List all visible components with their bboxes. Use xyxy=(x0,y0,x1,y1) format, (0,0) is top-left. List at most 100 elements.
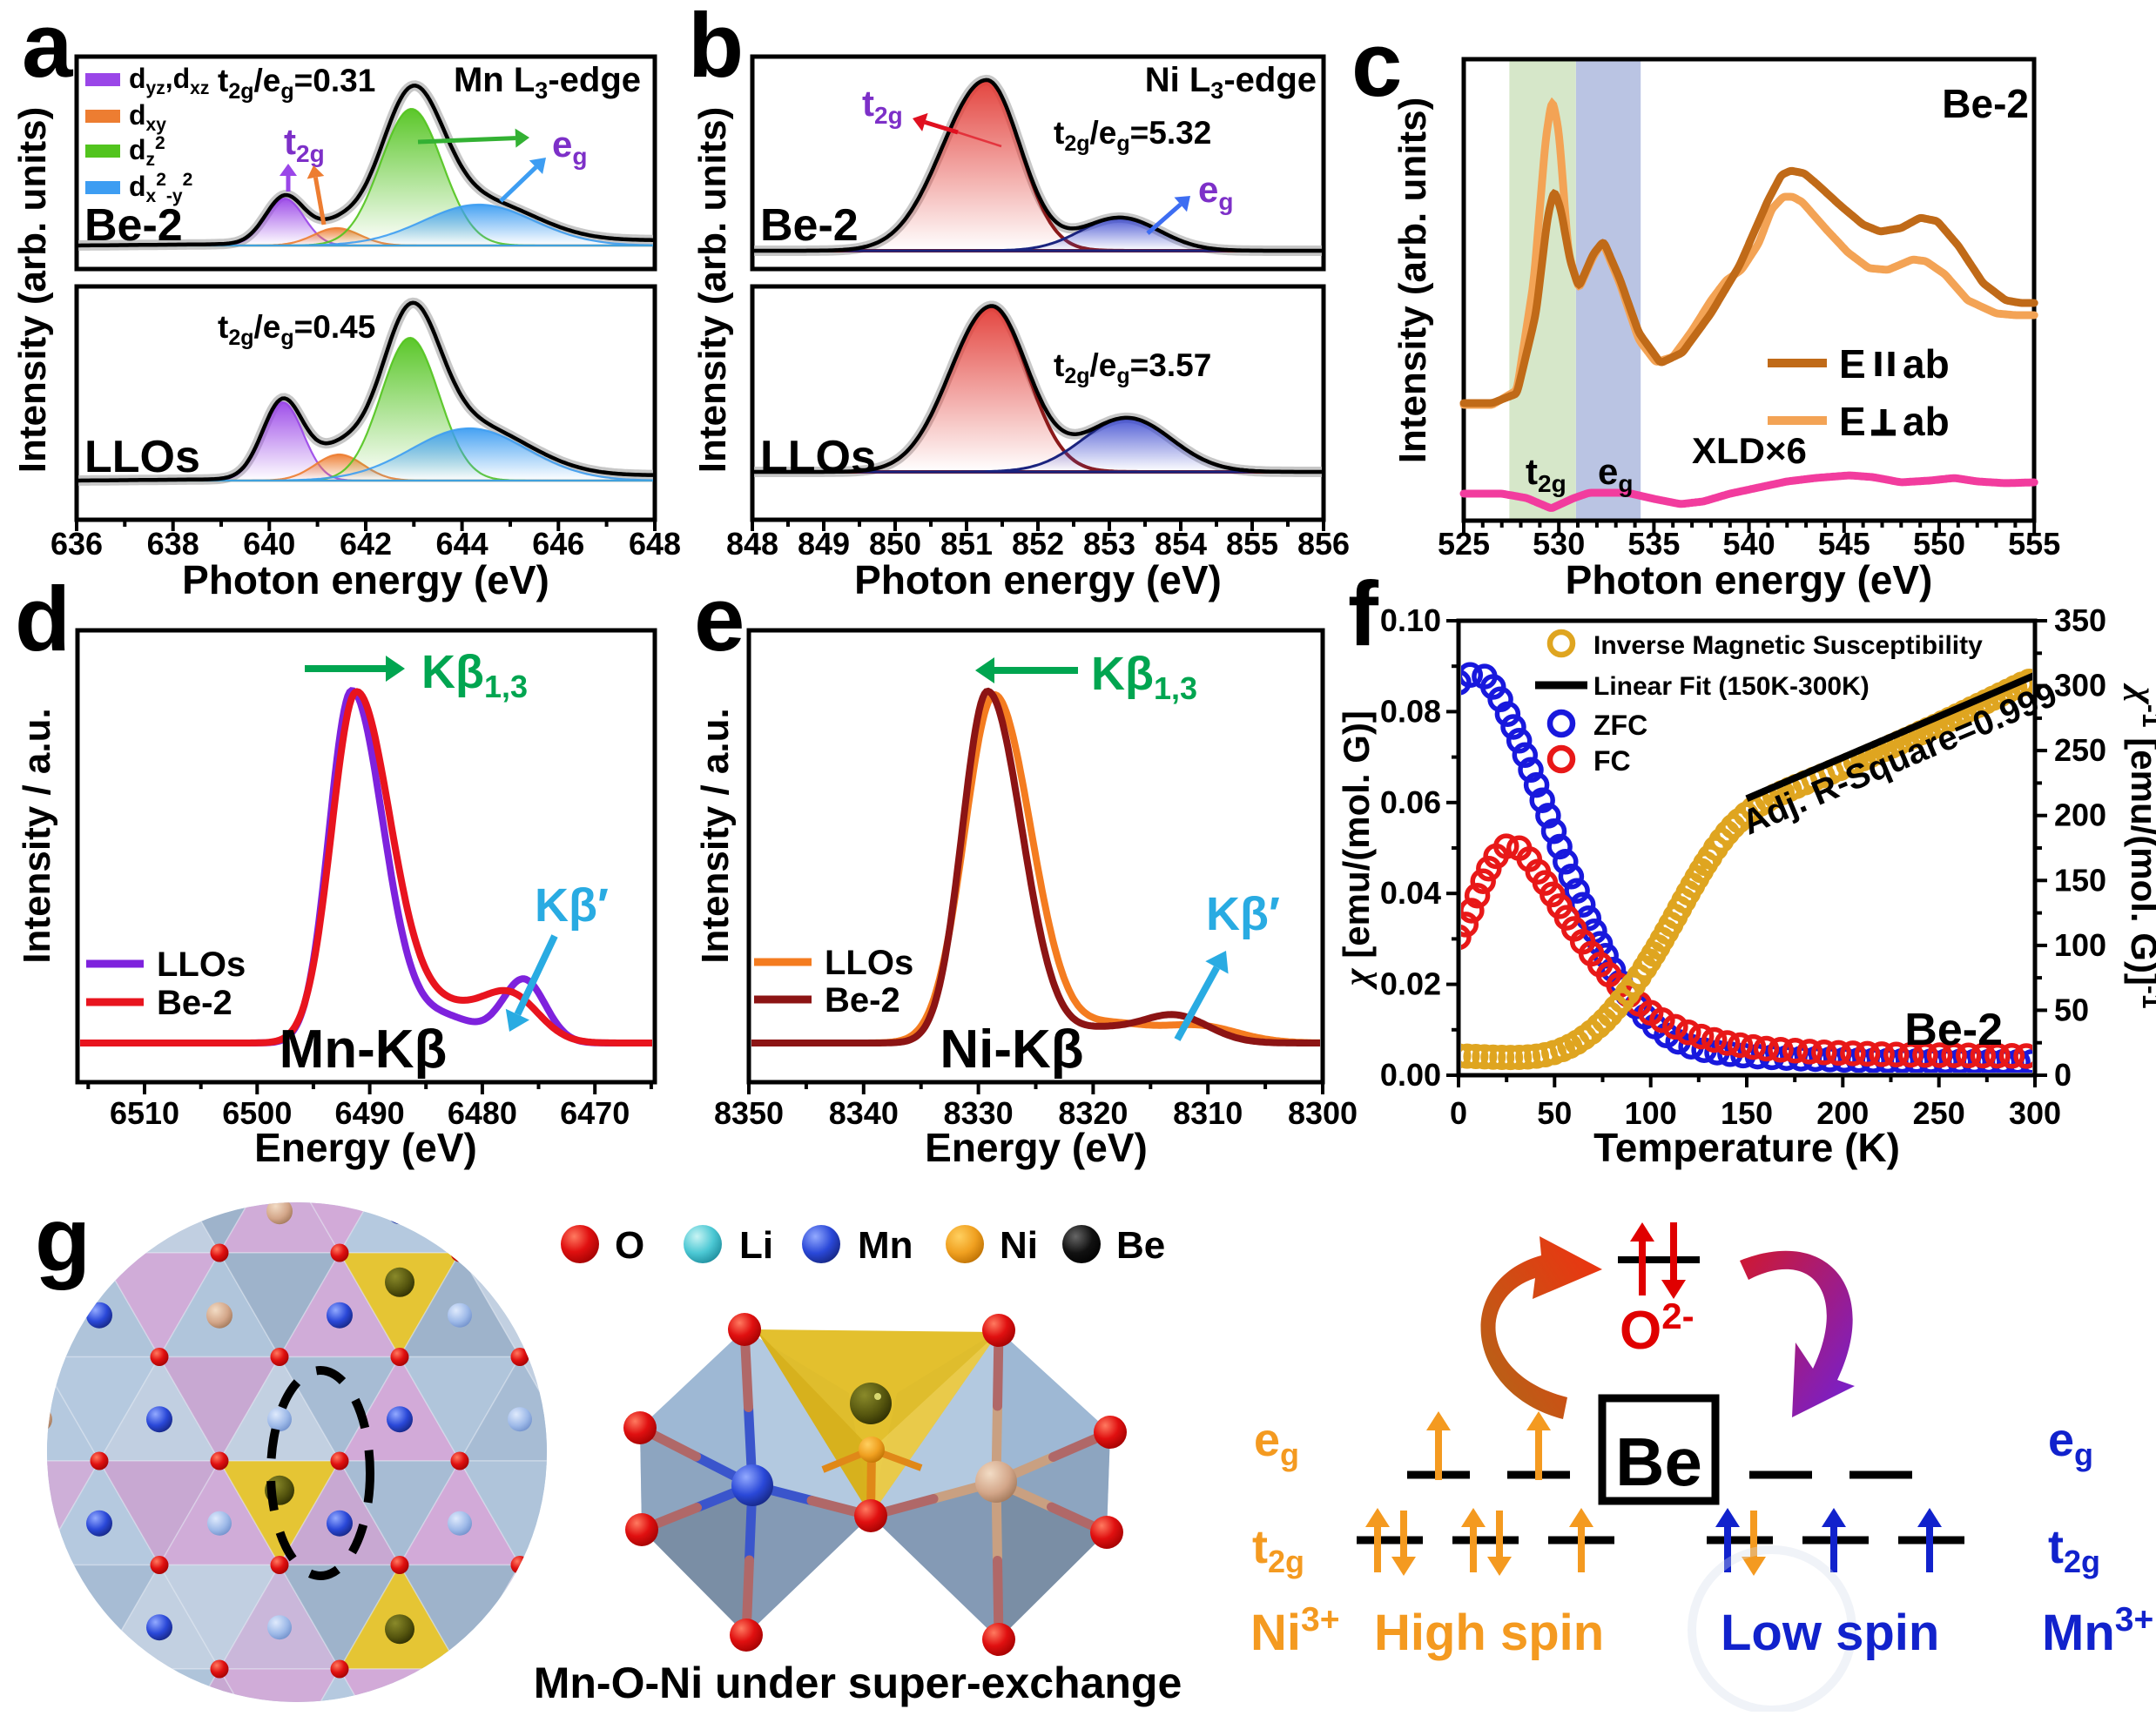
svg-text:t2g/eg=3.57: t2g/eg=3.57 xyxy=(1054,347,1211,388)
svg-text:LLOs: LLOs xyxy=(84,432,200,482)
svg-text:a: a xyxy=(22,0,74,97)
svg-text:E: E xyxy=(1839,341,1866,387)
svg-text:6470: 6470 xyxy=(560,1095,630,1131)
svg-text:644: 644 xyxy=(436,526,488,562)
svg-text:LLOs: LLOs xyxy=(157,945,246,984)
svg-text:Ni L3-edge: Ni L3-edge xyxy=(1145,61,1317,104)
svg-text:150: 150 xyxy=(1721,1095,1773,1131)
svg-text:642: 642 xyxy=(340,526,392,562)
svg-text:ab: ab xyxy=(1903,399,1950,444)
svg-text:8320: 8320 xyxy=(1058,1095,1128,1131)
svg-text:300: 300 xyxy=(2009,1095,2061,1131)
svg-text:Be-2: Be-2 xyxy=(825,981,900,1020)
svg-text:t2g: t2g xyxy=(2048,1521,2100,1579)
svg-text:eg: eg xyxy=(1598,451,1633,497)
svg-text:O: O xyxy=(615,1224,644,1267)
svg-text:853: 853 xyxy=(1083,526,1135,562)
svg-text:Ni3+: Ni3+ xyxy=(1250,1601,1339,1661)
svg-text:Mn-O-Ni under super-exchange: Mn-O-Ni under super-exchange xyxy=(534,1659,1182,1707)
svg-text:50: 50 xyxy=(2054,992,2089,1027)
svg-text:849: 849 xyxy=(798,526,850,562)
svg-text:Temperature (K): Temperature (K) xyxy=(1593,1125,1900,1170)
svg-text:dx2-y2: dx2-y2 xyxy=(129,170,192,206)
svg-text:Energy (eV): Energy (eV) xyxy=(254,1125,477,1170)
svg-text:250: 250 xyxy=(2054,732,2106,768)
svg-text:250: 250 xyxy=(1913,1095,1965,1131)
svg-text:χ [emu/(mol. G)]: χ [emu/(mol. G)] xyxy=(1336,710,1378,990)
svg-text:XLD×6: XLD×6 xyxy=(1692,430,1807,471)
svg-text:dyz,dxz: dyz,dxz xyxy=(129,63,209,98)
svg-text:150: 150 xyxy=(2054,862,2106,898)
svg-text:t2g: t2g xyxy=(1252,1521,1304,1579)
svg-text:eg: eg xyxy=(1254,1414,1299,1472)
svg-text:6510: 6510 xyxy=(110,1095,179,1131)
svg-text:t2g: t2g xyxy=(862,83,903,129)
svg-text:Photon energy (eV): Photon energy (eV) xyxy=(182,557,549,602)
svg-text:851: 851 xyxy=(940,526,993,562)
svg-text:638: 638 xyxy=(147,526,199,562)
svg-text:6490: 6490 xyxy=(335,1095,405,1131)
svg-text:640: 640 xyxy=(243,526,295,562)
svg-text:50: 50 xyxy=(1537,1095,1572,1131)
svg-text:6500: 6500 xyxy=(222,1095,292,1131)
svg-text:Kβ1,3: Kβ1,3 xyxy=(421,646,528,704)
svg-text:Ni-Kβ: Ni-Kβ xyxy=(940,1020,1083,1080)
svg-text:300: 300 xyxy=(2054,668,2106,703)
svg-text:525: 525 xyxy=(1438,526,1490,562)
svg-text:0.06: 0.06 xyxy=(1380,784,1441,820)
svg-text:FC: FC xyxy=(1593,745,1631,777)
svg-text:Be-2: Be-2 xyxy=(760,200,859,251)
svg-text:t2g/eg=5.32: t2g/eg=5.32 xyxy=(1054,115,1211,156)
svg-text:8330: 8330 xyxy=(944,1095,1014,1131)
svg-text:Kβ1,3: Kβ1,3 xyxy=(1091,648,1197,706)
svg-text:Be: Be xyxy=(1116,1224,1165,1267)
svg-text:Li: Li xyxy=(739,1224,773,1267)
svg-text:t2g: t2g xyxy=(1526,451,1566,497)
svg-text:848: 848 xyxy=(726,526,778,562)
svg-text:350: 350 xyxy=(2054,602,2106,638)
svg-text:eg: eg xyxy=(1198,169,1233,215)
svg-text:Intensity (arb. units): Intensity (arb. units) xyxy=(1391,98,1434,463)
svg-text:852: 852 xyxy=(1012,526,1064,562)
svg-text:χ-1 [emu/(mol. G)]-1: χ-1 [emu/(mol. G)]-1 xyxy=(2123,683,2156,1008)
svg-text:0: 0 xyxy=(1450,1095,1467,1131)
svg-text:535: 535 xyxy=(1627,526,1680,562)
svg-text:540: 540 xyxy=(1723,526,1775,562)
svg-text:530: 530 xyxy=(1533,526,1585,562)
svg-text:Be-2: Be-2 xyxy=(1904,1005,2003,1055)
svg-text:850: 850 xyxy=(869,526,921,562)
svg-text:0.10: 0.10 xyxy=(1380,602,1441,638)
svg-text:ZFC: ZFC xyxy=(1593,710,1647,741)
svg-text:648: 648 xyxy=(629,526,681,562)
svg-text:t2g/eg=0.45: t2g/eg=0.45 xyxy=(218,309,375,350)
svg-text:g: g xyxy=(35,1189,91,1291)
svg-text:0.04: 0.04 xyxy=(1380,875,1441,911)
svg-text:LLOs: LLOs xyxy=(760,432,876,482)
svg-text:t2g: t2g xyxy=(284,121,325,167)
svg-text:Mn-Kβ: Mn-Kβ xyxy=(280,1020,448,1080)
svg-text:0.00: 0.00 xyxy=(1380,1057,1441,1093)
svg-text:856: 856 xyxy=(1297,526,1350,562)
svg-text:545: 545 xyxy=(1818,526,1870,562)
svg-text:ab: ab xyxy=(1903,341,1950,387)
svg-text:550: 550 xyxy=(1913,526,1965,562)
svg-text:Mn L3-edge: Mn L3-edge xyxy=(454,61,641,104)
svg-text:8350: 8350 xyxy=(714,1095,784,1131)
svg-text:636: 636 xyxy=(51,526,103,562)
svg-text:100: 100 xyxy=(1625,1095,1677,1131)
svg-text:0.02: 0.02 xyxy=(1380,966,1441,1002)
svg-text:854: 854 xyxy=(1155,526,1207,562)
svg-text:LLOs: LLOs xyxy=(825,944,913,982)
svg-text:Energy (eV): Energy (eV) xyxy=(925,1125,1148,1170)
svg-text:Be-2: Be-2 xyxy=(157,984,232,1022)
svg-text:Photon energy (eV): Photon energy (eV) xyxy=(1566,557,1933,602)
svg-text:f: f xyxy=(1348,563,1379,665)
svg-text:Linear Fit (150K-300K): Linear Fit (150K-300K) xyxy=(1593,672,1870,701)
svg-text:6480: 6480 xyxy=(448,1095,517,1131)
svg-text:eg: eg xyxy=(2048,1414,2093,1472)
svg-text:8340: 8340 xyxy=(829,1095,899,1131)
svg-text:O2-: O2- xyxy=(1620,1295,1694,1361)
svg-text:100: 100 xyxy=(2054,927,2106,963)
svg-text:Intensity / a.u.: Intensity / a.u. xyxy=(16,708,58,963)
svg-text:855: 855 xyxy=(1226,526,1278,562)
